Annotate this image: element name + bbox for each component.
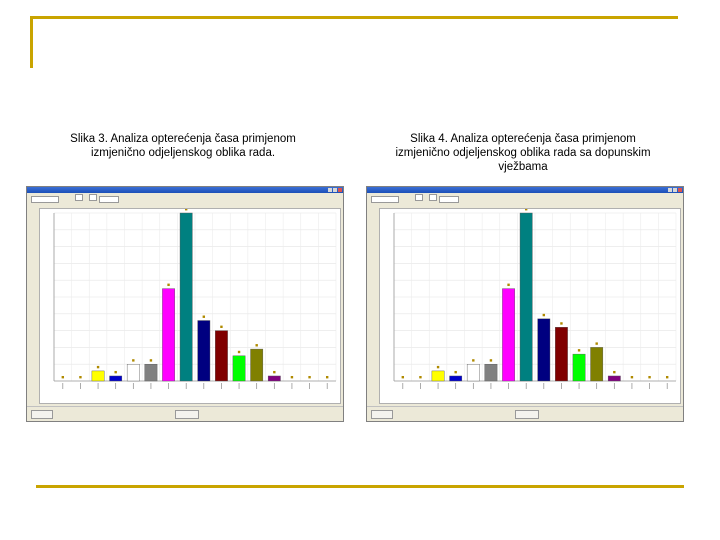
bar xyxy=(502,288,515,382)
bar xyxy=(126,363,140,382)
bar xyxy=(431,370,445,382)
toolbar-control[interactable] xyxy=(415,194,423,201)
figure-4-caption: Slika 4. Analiza opterećenja časa primje… xyxy=(395,133,651,173)
bar-value-marker xyxy=(507,283,510,286)
statusbar-button-left[interactable] xyxy=(31,410,53,419)
bar-value-marker xyxy=(184,208,188,211)
figure-3-app-window xyxy=(26,186,344,422)
bar-value-marker xyxy=(489,359,493,362)
bar-value-marker xyxy=(149,359,153,362)
bar-value-marker xyxy=(595,342,598,345)
close-icon[interactable] xyxy=(338,188,342,192)
minimize-icon[interactable] xyxy=(328,188,332,192)
window-toolbar xyxy=(367,193,683,207)
bar-chart xyxy=(393,208,677,389)
bar xyxy=(607,375,621,382)
bar xyxy=(250,348,264,382)
toolbar-button[interactable] xyxy=(439,196,459,203)
maximize-icon[interactable] xyxy=(673,188,677,192)
close-icon[interactable] xyxy=(678,188,682,192)
window-titlebar xyxy=(27,187,343,193)
toolbar-control[interactable] xyxy=(89,194,97,201)
toolbar-control[interactable] xyxy=(429,194,437,201)
left-accent-line xyxy=(30,16,33,68)
figure-4-app-window xyxy=(366,186,684,422)
toolbar-button[interactable] xyxy=(99,196,119,203)
bar-value-marker xyxy=(114,370,117,374)
bar-value-marker xyxy=(202,315,206,318)
maximize-icon[interactable] xyxy=(333,188,337,192)
bar-value-marker xyxy=(665,376,669,379)
bar-value-marker xyxy=(132,359,135,362)
bar-value-marker xyxy=(401,376,405,379)
figure-3-caption: Slika 3. Analiza opterećenja časa primje… xyxy=(70,133,296,159)
bar xyxy=(484,363,498,382)
bar-value-marker xyxy=(79,376,82,379)
top-accent-line xyxy=(30,16,678,19)
bar-value-marker xyxy=(648,376,651,379)
bar-value-marker xyxy=(167,283,170,286)
window-statusbar xyxy=(27,406,343,421)
bar xyxy=(449,375,463,382)
bar-value-marker xyxy=(454,370,457,374)
window-statusbar xyxy=(367,406,683,421)
bar-value-marker xyxy=(577,349,581,352)
bar-value-marker xyxy=(630,376,634,379)
toolbar-control[interactable] xyxy=(75,194,83,201)
bar-chart xyxy=(53,208,337,389)
statusbar-button-center[interactable] xyxy=(175,410,199,419)
bar xyxy=(109,375,123,382)
bar xyxy=(144,363,158,382)
bar xyxy=(572,353,586,382)
bar xyxy=(537,318,551,382)
chart-area xyxy=(379,208,681,404)
bar-value-marker xyxy=(255,344,258,347)
window-titlebar xyxy=(367,187,683,193)
bottom-accent-line xyxy=(36,485,684,488)
bar-value-marker xyxy=(308,376,311,379)
bar-value-marker xyxy=(96,365,100,369)
bar-value-marker xyxy=(542,313,546,317)
bar-value-marker xyxy=(273,370,276,374)
bar-value-marker xyxy=(613,370,616,374)
bar xyxy=(267,375,281,382)
bar xyxy=(232,355,246,382)
bar xyxy=(555,327,568,382)
bar xyxy=(466,363,480,382)
bar-value-marker xyxy=(419,376,422,379)
minimize-icon[interactable] xyxy=(668,188,672,192)
window-toolbar xyxy=(27,193,343,207)
bar-value-marker xyxy=(436,365,440,369)
bar xyxy=(162,288,175,382)
bar-value-marker xyxy=(472,359,475,362)
toolbar-select[interactable] xyxy=(31,196,59,203)
bar-value-marker xyxy=(524,208,528,211)
bar-value-marker xyxy=(290,376,294,379)
bar xyxy=(91,370,105,382)
bar-value-marker xyxy=(325,376,329,379)
bar-value-marker xyxy=(61,376,65,379)
bar-value-marker xyxy=(220,325,223,328)
bar xyxy=(590,347,604,382)
statusbar-button-center[interactable] xyxy=(515,410,539,419)
statusbar-button-left[interactable] xyxy=(371,410,393,419)
bar xyxy=(179,212,193,382)
bar xyxy=(197,320,211,382)
bar-value-marker xyxy=(560,322,563,325)
toolbar-select[interactable] xyxy=(371,196,399,203)
bar xyxy=(519,212,533,382)
bar-value-marker xyxy=(237,350,241,354)
chart-area xyxy=(39,208,341,404)
bar xyxy=(215,330,228,382)
